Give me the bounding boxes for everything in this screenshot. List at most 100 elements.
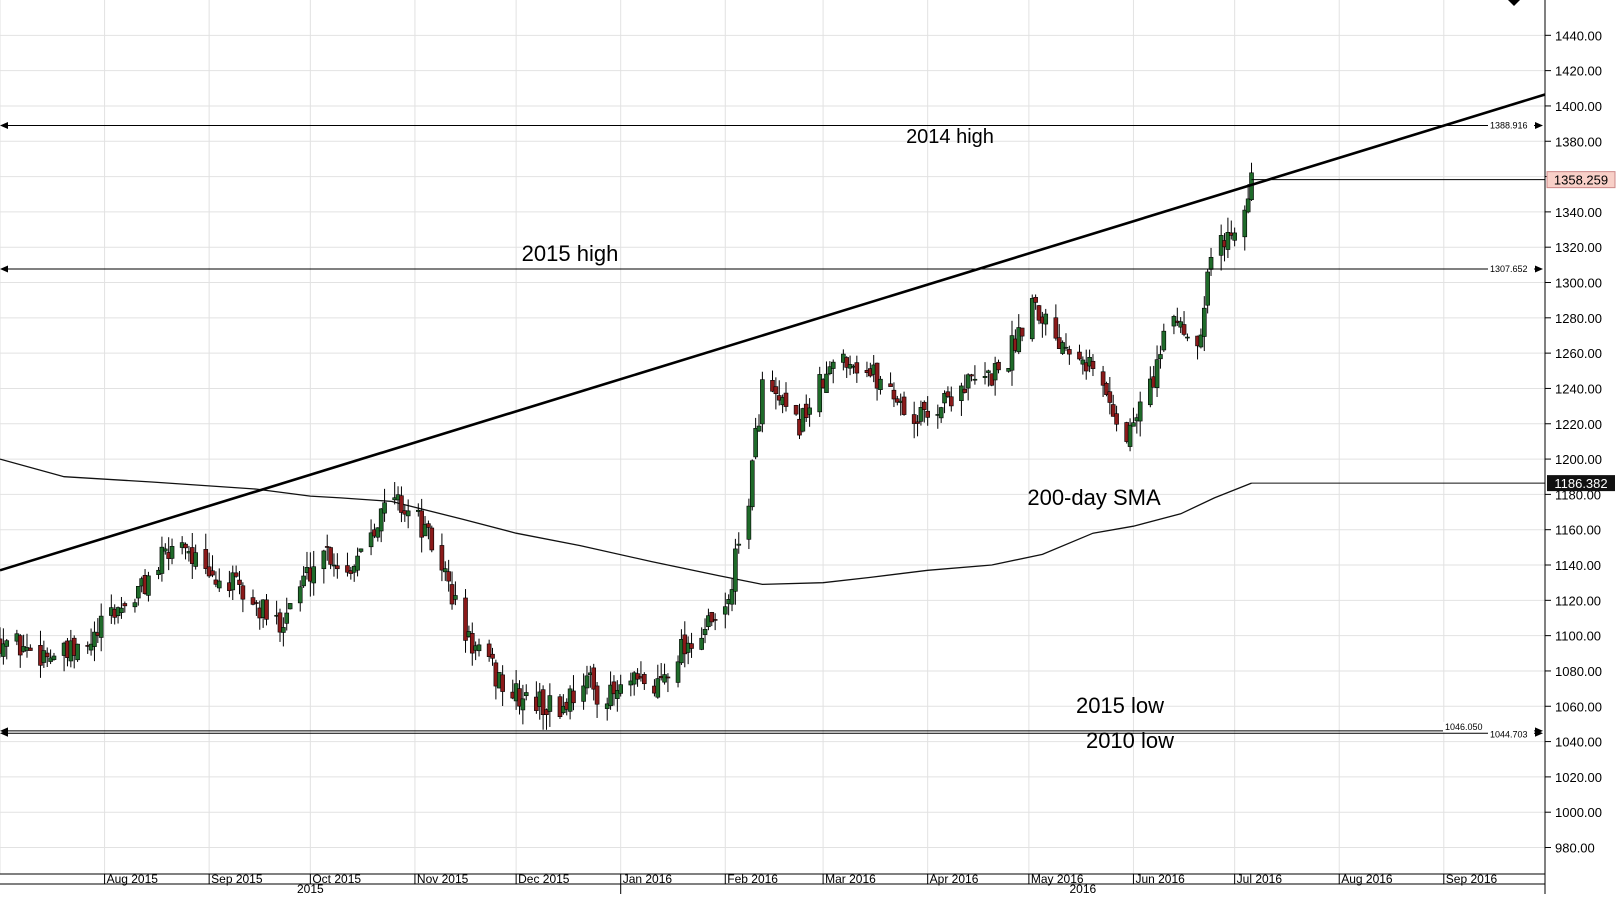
annotation-2014-high: 2014 high (906, 126, 994, 148)
y-tick-label: 1020.00 (1555, 770, 1602, 785)
candle-down (712, 619, 718, 621)
candle-down (17, 635, 23, 656)
candle-down (28, 647, 33, 651)
level-label: 1046.050 (1445, 722, 1483, 732)
candle-down (463, 597, 468, 641)
candle-up (378, 508, 384, 532)
annotation-2015-low: 2015 low (1076, 693, 1164, 718)
candle-up (98, 615, 104, 638)
candle-down (854, 362, 860, 374)
level-label: 1307.652 (1490, 264, 1528, 274)
candle-up (358, 548, 364, 552)
x-tick-label: Jul 2016 (1237, 872, 1283, 886)
x-tick-label: Mar 2016 (825, 872, 876, 886)
y-tick-label: 1040.00 (1555, 735, 1602, 750)
x-tick-label: Apr 2016 (930, 872, 979, 886)
candle-down (895, 398, 900, 403)
y-tick-label: 1300.00 (1555, 276, 1602, 291)
candle-up (753, 428, 758, 458)
candle-up (1063, 346, 1069, 349)
y-tick-label: 1080.00 (1555, 664, 1602, 679)
candle-up (584, 675, 590, 689)
x-tick-label: May 2016 (1031, 872, 1084, 886)
x-tick-label: Sep 2015 (211, 872, 263, 886)
candle-up (1154, 359, 1160, 389)
candle-up (972, 378, 978, 381)
level-arrow-left-icon (0, 729, 8, 737)
candle-down (490, 653, 495, 659)
candle-down (945, 391, 951, 397)
candle-down (210, 570, 215, 576)
y-tick-label: 1200.00 (1555, 452, 1602, 467)
levels-layer: 1388.916 1307.652 1046.050 1044.703 (0, 93, 1546, 740)
candle-down (891, 389, 897, 400)
candle-up (297, 586, 303, 604)
candle-up (827, 366, 833, 375)
year-label-2016: 2016 (1069, 882, 1096, 894)
level-label-bg (1443, 721, 1489, 732)
candle-down (1104, 383, 1109, 395)
candle-down (486, 643, 492, 657)
annotations-layer: 2014 high 2015 high 200-day SMA 2015 low… (522, 126, 1174, 753)
candle-up (92, 631, 97, 647)
candle-up (938, 407, 944, 419)
candle-down (469, 633, 475, 654)
candle-up (1232, 232, 1237, 241)
candle-down (709, 612, 715, 623)
candle-up (992, 363, 998, 381)
candle-up (807, 407, 812, 415)
candle-down (888, 383, 893, 387)
candle-up (942, 393, 947, 404)
candle-up (675, 661, 681, 683)
level-label-bg (1488, 263, 1534, 274)
x-tick-label: Nov 2015 (417, 872, 469, 886)
annotation-2010-low: 2010 low (1086, 728, 1174, 753)
candle-down (1114, 413, 1119, 425)
candle-down (901, 396, 907, 415)
y-tick-label: 1100.00 (1555, 629, 1601, 644)
candle-up (1158, 354, 1163, 360)
x-tick-label: Aug 2015 (107, 872, 159, 886)
candle-down (996, 361, 1001, 371)
candle-down (948, 396, 954, 407)
candle-down (962, 388, 968, 393)
candle-up (733, 548, 738, 592)
candle-up (662, 674, 667, 683)
candle-up (800, 408, 806, 432)
candle-up (193, 552, 198, 567)
candle-down (1077, 351, 1082, 360)
candle-down (611, 681, 617, 695)
candle-up (615, 690, 620, 699)
level-label-bg (1488, 120, 1534, 131)
x-tick-label: Aug 2016 (1341, 872, 1393, 886)
candles-layer (0, 162, 1254, 730)
candle-up (169, 546, 175, 559)
candle-up (1242, 209, 1248, 238)
candle-up (722, 606, 728, 615)
candle-up (699, 637, 704, 650)
y-tick-label: 1140.00 (1555, 558, 1601, 573)
candle-down (770, 380, 775, 392)
y-tick-label: 1240.00 (1555, 381, 1602, 396)
candle-up (618, 684, 623, 694)
candle-up (736, 543, 742, 546)
candle-down (250, 597, 256, 605)
candle-up (608, 684, 613, 707)
y-tick-label: 1000.00 (1555, 805, 1602, 820)
candle-up (375, 527, 381, 538)
level-arrow-right-icon (1535, 122, 1543, 130)
candle-up (965, 374, 971, 389)
candle-down (1053, 317, 1059, 339)
trendline (0, 93, 1546, 572)
candle-up (824, 373, 829, 393)
candle-up (230, 572, 236, 591)
candle-down (240, 585, 246, 600)
annotation-200-day-sma: 200-day SMA (1027, 485, 1161, 510)
x-tick-label: Jun 2016 (1135, 872, 1185, 886)
candle-up (756, 425, 762, 432)
candle-down (426, 523, 431, 528)
candle-up (760, 379, 765, 425)
sma-layer (0, 458, 1545, 586)
candle-up (1198, 334, 1204, 348)
